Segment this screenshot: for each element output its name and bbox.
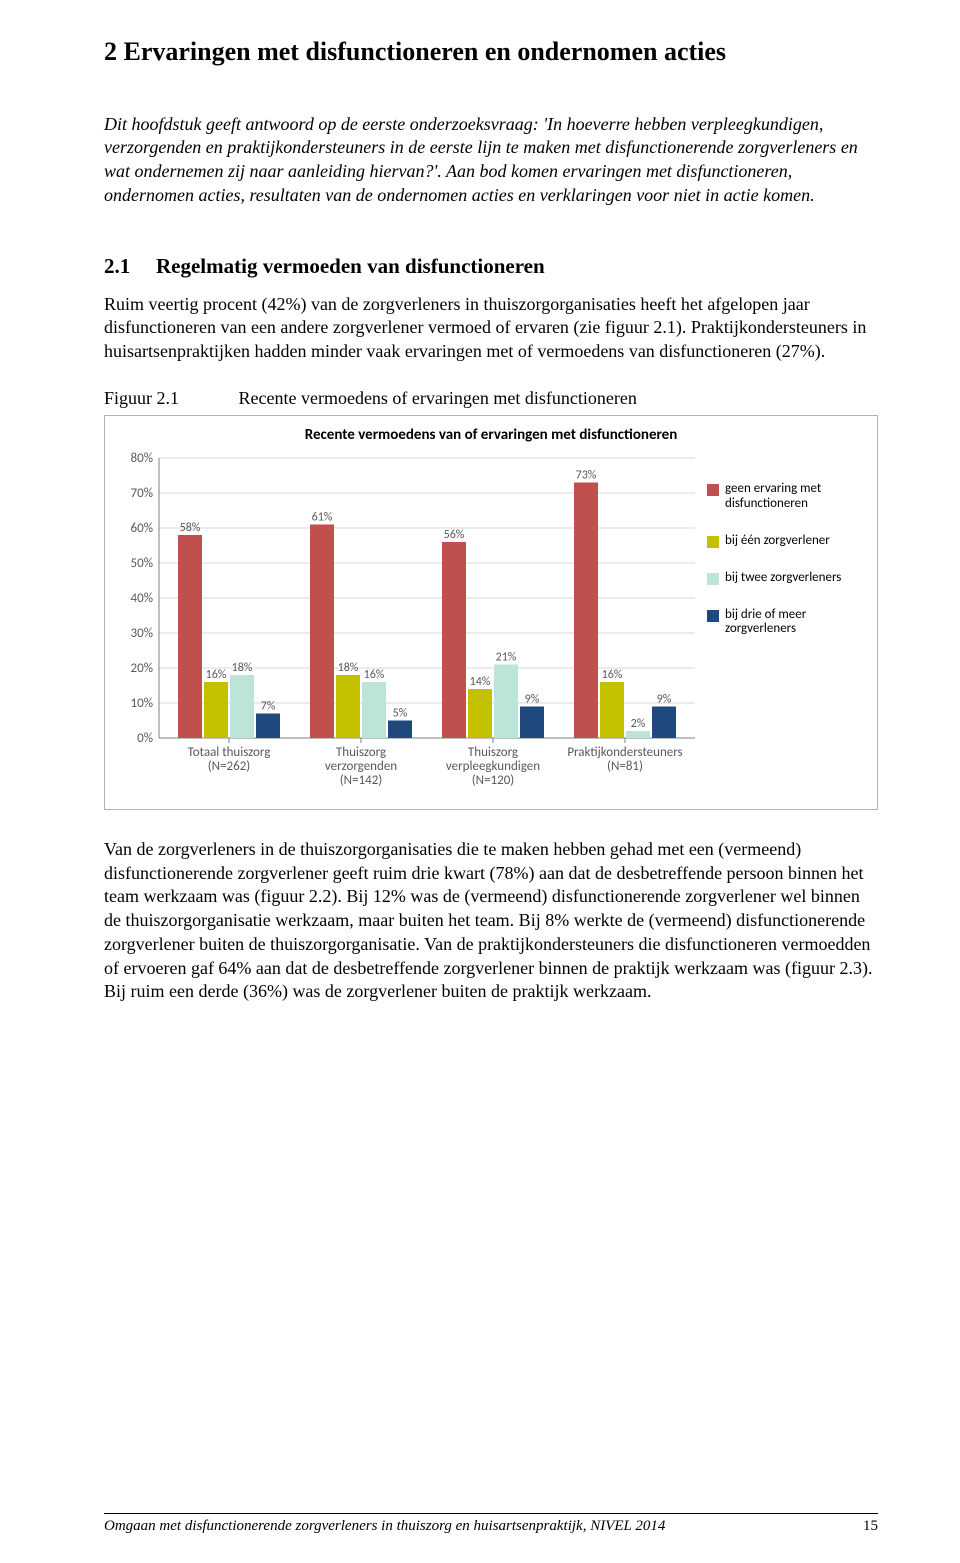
section-title: Regelmatig vermoeden van disfunctioneren (156, 254, 545, 279)
legend-swatch (707, 610, 719, 622)
page-footer: Omgaan met disfunctionerende zorgverlene… (104, 1513, 878, 1535)
legend-label: bij één zorgverlener (725, 534, 830, 549)
svg-text:30%: 30% (131, 626, 153, 641)
legend-item: geen ervaring met disfunctioneren (707, 482, 869, 512)
svg-text:Praktijkondersteuners: Praktijkondersteuners (567, 745, 682, 760)
svg-text:60%: 60% (131, 521, 153, 536)
svg-text:9%: 9% (525, 692, 540, 706)
section-heading: 2.1 Regelmatig vermoeden van disfunction… (104, 254, 878, 279)
svg-text:18%: 18% (338, 661, 359, 675)
svg-text:56%: 56% (444, 528, 465, 542)
figure-label: Figuur 2.1 (104, 388, 234, 409)
svg-text:58%: 58% (180, 521, 201, 535)
chart-title: Recente vermoedens van of ervaringen met… (111, 426, 871, 444)
chapter-heading: 2 Ervaringen met disfunctioneren en onde… (104, 36, 878, 69)
svg-text:16%: 16% (602, 668, 623, 682)
svg-text:9%: 9% (657, 692, 672, 706)
legend-label: bij twee zorgverleners (725, 571, 841, 586)
svg-text:verzorgenden: verzorgenden (325, 759, 397, 774)
svg-text:(N=142): (N=142) (340, 773, 383, 788)
svg-text:(N=262): (N=262) (208, 759, 251, 774)
svg-text:(N=120): (N=120) (472, 773, 515, 788)
svg-text:2%: 2% (631, 717, 646, 731)
svg-text:0%: 0% (137, 731, 153, 746)
legend-swatch (707, 573, 719, 585)
legend-item: bij twee zorgverleners (707, 571, 869, 586)
svg-text:Thuiszorg: Thuiszorg (336, 745, 386, 760)
footer-citation: Omgaan met disfunctionerende zorgverlene… (104, 1518, 665, 1535)
svg-text:80%: 80% (131, 452, 153, 466)
intro-paragraph: Dit hoofdstuk geeft antwoord op de eerst… (104, 113, 878, 208)
svg-text:16%: 16% (364, 668, 385, 682)
svg-text:10%: 10% (131, 696, 153, 711)
svg-text:50%: 50% (131, 556, 153, 571)
svg-text:verpleegkundigen: verpleegkundigen (446, 759, 540, 774)
svg-text:5%: 5% (393, 706, 408, 720)
legend-swatch (707, 536, 719, 548)
svg-text:21%: 21% (496, 650, 517, 664)
svg-text:61%: 61% (312, 510, 333, 524)
chart-plot-area: 0% 10% 20% 30% 40% 50% 60% 70% 80% 58% 16% 18% 7% Tot… (111, 452, 701, 805)
legend-swatch (707, 484, 719, 496)
svg-text:16%: 16% (206, 668, 227, 682)
page-number: 15 (863, 1518, 878, 1535)
figure-caption: Figuur 2.1 Recente vermoedens of ervarin… (104, 388, 878, 409)
svg-text:18%: 18% (232, 661, 253, 675)
paragraph-2: Van de zorgverleners in de thuiszorgorga… (104, 838, 878, 1004)
svg-text:7%: 7% (261, 699, 276, 713)
svg-text:(N=81): (N=81) (607, 759, 643, 774)
paragraph-1: Ruim veertig procent (42%) van de zorgve… (104, 293, 878, 364)
svg-text:20%: 20% (131, 661, 153, 676)
chart-legend: geen ervaring met disfunctioneren bij één… (701, 452, 871, 805)
legend-label: bij drie of meer zorgverleners (725, 608, 869, 638)
svg-text:40%: 40% (131, 591, 153, 606)
figure-2-1-chart: Recente vermoedens van of ervaringen met… (104, 415, 878, 810)
section-number: 2.1 (104, 254, 156, 279)
legend-item: bij drie of meer zorgverleners (707, 608, 869, 638)
legend-item: bij één zorgverlener (707, 534, 869, 549)
svg-text:70%: 70% (131, 486, 153, 501)
svg-text:14%: 14% (470, 675, 491, 689)
svg-text:Thuiszorg: Thuiszorg (468, 745, 518, 760)
figure-caption-text: Recente vermoedens of ervaringen met dis… (239, 388, 637, 408)
svg-text:73%: 73% (576, 468, 597, 482)
svg-text:Totaal thuiszorg: Totaal thuiszorg (188, 745, 271, 760)
legend-label: geen ervaring met disfunctioneren (725, 482, 869, 512)
